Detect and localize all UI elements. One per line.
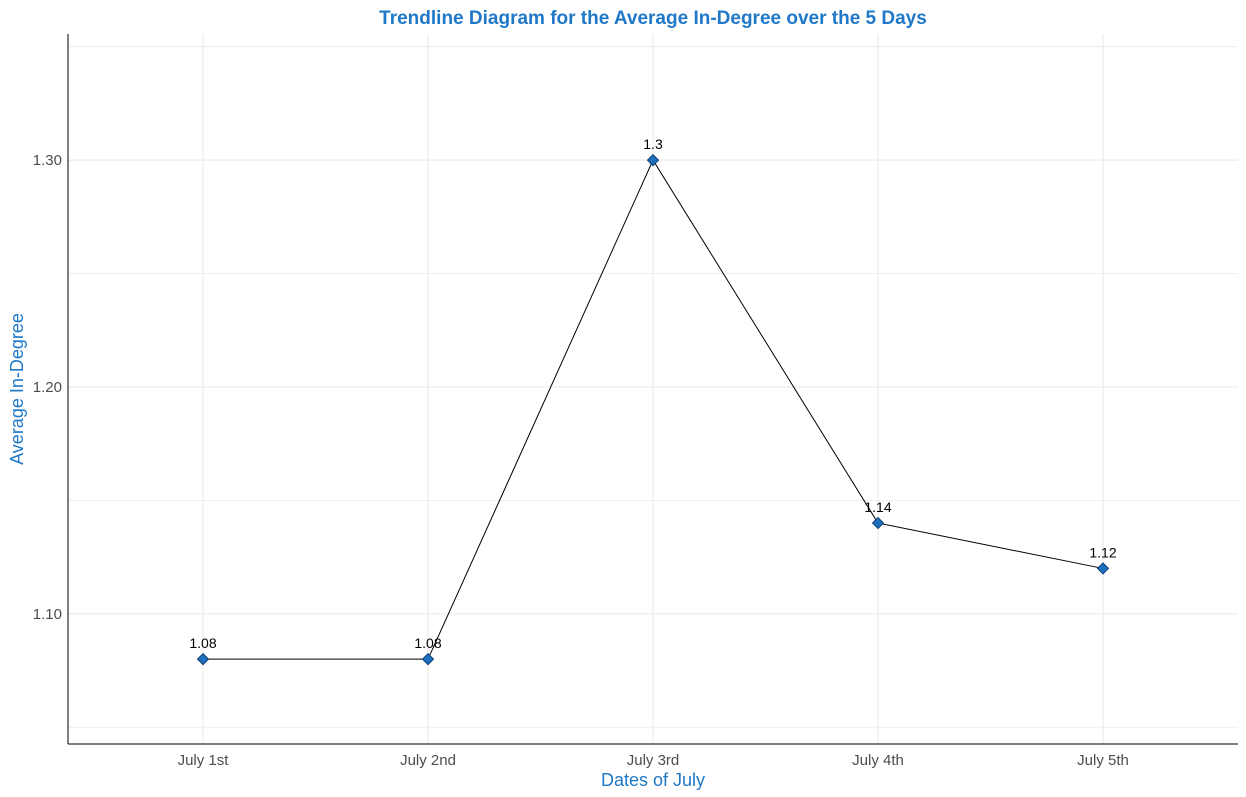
x-tick-label: July 1st [178, 752, 230, 769]
y-axis-title: Average In-Degree [7, 313, 27, 465]
data-label: 1.3 [643, 136, 663, 152]
data-label: 1.08 [189, 635, 216, 651]
y-tick-label: 1.30 [33, 152, 62, 169]
data-point-marker [421, 652, 435, 666]
x-tick-labels: July 1st July 2nd July 3rd July 4th July 5th [178, 752, 1129, 769]
axes [67, 34, 1238, 745]
x-tick-label: July 4th [852, 752, 904, 769]
x-tick-label: July 2nd [400, 752, 456, 769]
x-tick-label: July 5th [1077, 752, 1129, 769]
x-tick-label: July 3rd [627, 752, 680, 769]
chart-title: Trendline Diagram for the Average In-Deg… [379, 8, 927, 29]
y-tick-labels: 1.10 1.20 1.30 [33, 152, 62, 623]
data-point-marker [1096, 562, 1110, 575]
data-points [196, 153, 1110, 666]
data-point-marker [196, 652, 210, 666]
y-tick-label: 1.20 [33, 379, 62, 396]
data-label: 1.12 [1089, 544, 1116, 560]
grid [68, 34, 1238, 744]
y-tick-label: 1.10 [33, 606, 62, 623]
data-point-marker [646, 153, 660, 167]
data-point-marker [871, 516, 885, 530]
x-axis-title: Dates of July [601, 770, 705, 790]
data-labels: 1.08 1.08 1.3 1.14 1.12 [189, 136, 1116, 651]
data-label: 1.08 [414, 635, 441, 651]
data-label: 1.14 [864, 499, 891, 515]
